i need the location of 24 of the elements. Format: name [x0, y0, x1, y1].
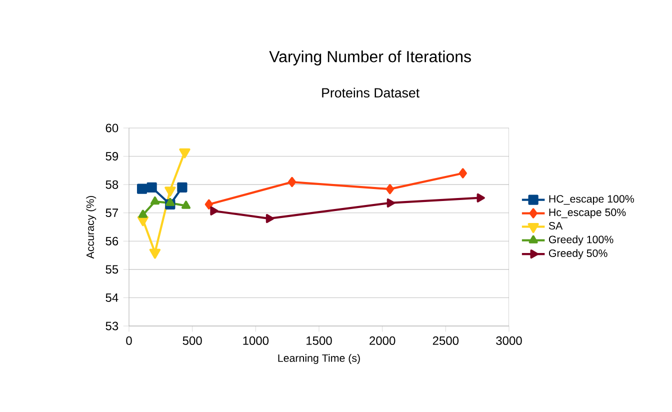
chart-subtitle: Proteins Dataset [322, 88, 420, 98]
x-tick-label: 500 [182, 336, 202, 345]
y-tick-label: 60 [106, 124, 118, 132]
legend-label: Hc_escape 50% [549, 208, 626, 218]
x-tick-label: 3000 [496, 336, 522, 345]
legend-label: Greedy 50% [548, 249, 608, 260]
y-tick-label: 59 [106, 152, 118, 161]
y-tick-label: 56 [106, 236, 118, 246]
x-tick-label: 0 [126, 336, 132, 345]
x-tick-label: 1000 [243, 336, 269, 345]
y-axis-title: Accuracy (%) [86, 196, 96, 259]
x-tick-label: 2000 [370, 336, 396, 345]
y-tick-label: 54 [106, 294, 118, 302]
y-tick-label: 57 [106, 208, 118, 218]
chart-title: Varying Number of Iterations [269, 50, 471, 66]
x-tick-label: 2500 [432, 336, 459, 345]
x-axis-title: Learning Time (s) [278, 354, 360, 364]
legend-label: HC_escape 100% [549, 195, 634, 205]
legend-label: SA [548, 222, 563, 230]
y-tick-label: 53 [106, 322, 118, 330]
y-tick-label: 58 [106, 180, 118, 189]
legend-label: Greedy 100% [548, 235, 614, 246]
y-tick-label: 55 [106, 265, 118, 274]
x-tick-label: 1500 [306, 336, 332, 345]
